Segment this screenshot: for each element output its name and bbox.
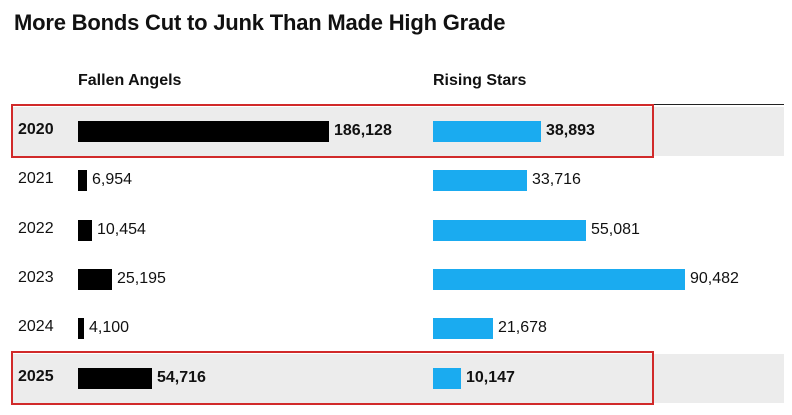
rising-stars-bar	[433, 318, 493, 339]
fallen-angels-value-label: 186,128	[334, 122, 392, 139]
fallen-angels-value-label: 4,100	[89, 319, 130, 336]
fallen-angels-bar	[78, 220, 92, 241]
fallen-angels-value-label: 10,454	[97, 221, 146, 238]
chart-row-2022: 2022 10,454 55,081	[12, 206, 784, 255]
rising-stars-value-label: 33,716	[532, 171, 581, 188]
rising-stars-value-label: 38,893	[546, 122, 595, 139]
rising-stars-value-label: 55,081	[591, 221, 640, 238]
rising-stars-value-label: 90,482	[690, 270, 739, 287]
rising-stars-bar	[433, 269, 685, 290]
year-label: 2023	[18, 269, 54, 286]
rising-stars-value-label: 10,147	[466, 369, 515, 386]
rising-stars-value-label: 21,678	[498, 319, 547, 336]
highlight-box-2020	[11, 104, 654, 158]
fallen-angels-value-label: 54,716	[157, 369, 206, 386]
rising-stars-bar	[433, 170, 527, 191]
highlight-box-2025	[11, 351, 654, 405]
rising-stars-bar	[433, 121, 541, 142]
chart-row-2025: 2025 54,716 10,147	[12, 354, 784, 403]
chart-row-2021: 2021 6,954 33,716	[12, 156, 784, 205]
chart-title: More Bonds Cut to Junk Than Made High Gr…	[14, 10, 506, 35]
year-label: 2020	[18, 121, 54, 138]
fallen-angels-bar	[78, 368, 152, 389]
fallen-angels-value-label: 25,195	[117, 270, 166, 287]
fallen-angels-header: Fallen Angels	[78, 72, 182, 89]
chart-row-2020: 2020 186,128 38,893	[12, 107, 784, 156]
fallen-angels-bar	[78, 121, 329, 142]
year-label: 2021	[18, 170, 54, 187]
year-label: 2022	[18, 220, 54, 237]
chart-row-2023: 2023 25,195 90,482	[12, 255, 784, 304]
year-label: 2025	[18, 368, 54, 385]
fallen-angels-bar	[78, 269, 112, 290]
fallen-angels-bar	[78, 318, 84, 339]
fallen-angels-bar	[78, 170, 87, 191]
rising-stars-bar	[433, 368, 461, 389]
year-label: 2024	[18, 318, 54, 335]
rising-stars-header: Rising Stars	[433, 72, 527, 89]
rising-stars-bar	[433, 220, 586, 241]
fallen-angels-value-label: 6,954	[92, 171, 133, 188]
chart-row-2024: 2024 4,100 21,678	[12, 304, 784, 353]
